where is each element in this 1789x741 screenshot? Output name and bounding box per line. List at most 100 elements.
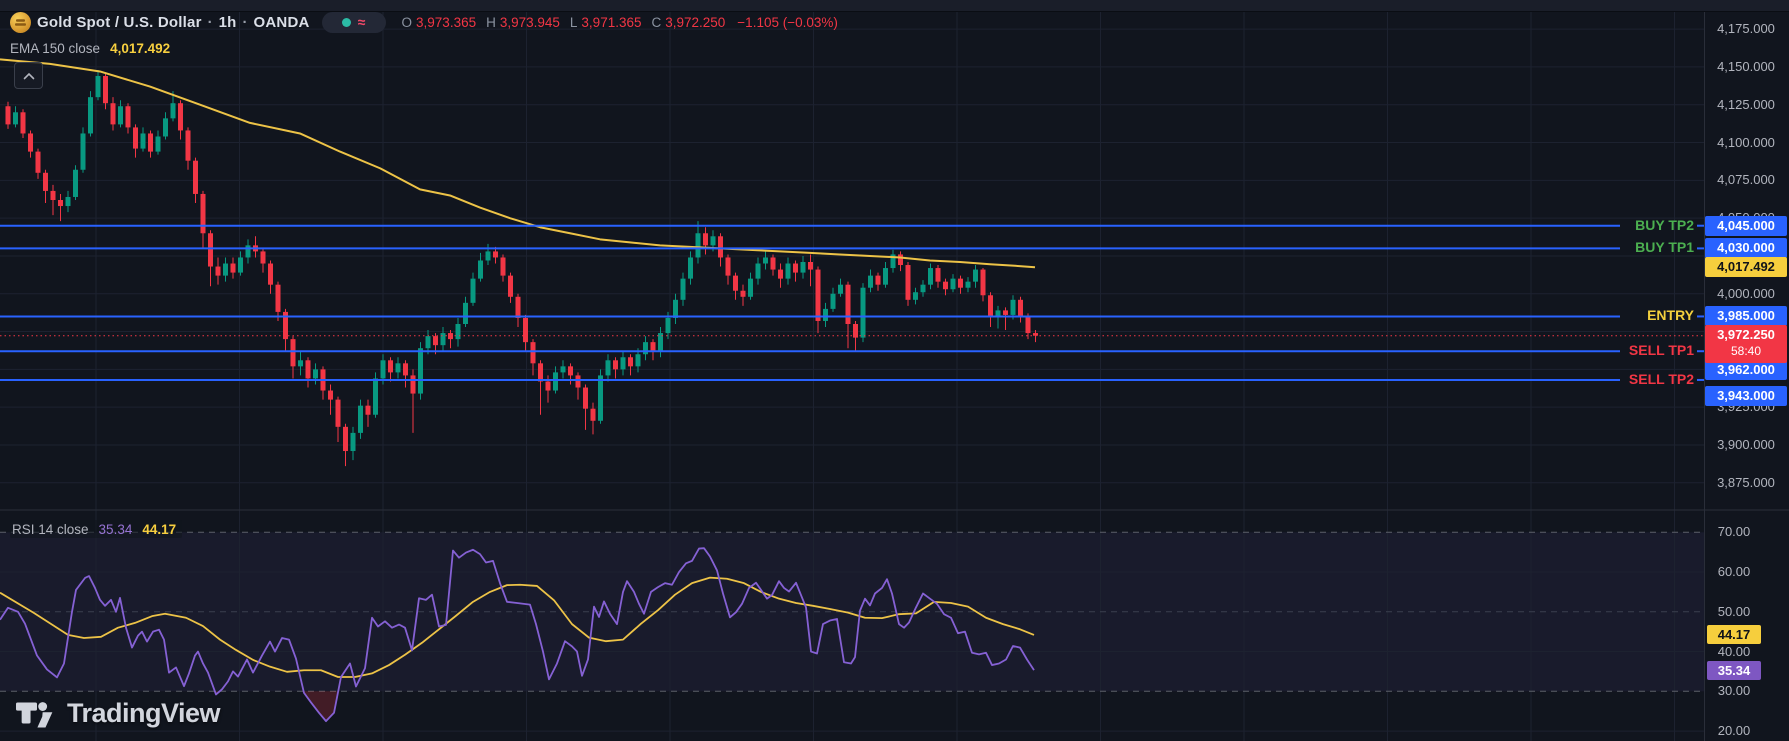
rsi-legend-title[interactable]: RSI 14 close	[12, 521, 89, 537]
candle-body	[988, 295, 993, 317]
tradingview-logo-icon	[16, 702, 53, 728]
candle-body	[455, 324, 461, 340]
ema-indicator-legend: EMA 150 close 4,017.492	[10, 39, 170, 57]
candle-body	[298, 360, 303, 367]
candle-body	[943, 281, 948, 290]
candle-body	[155, 136, 161, 152]
rsi-axis-tick: 60.00	[1717, 564, 1751, 580]
low-value: 3,971.365	[581, 14, 642, 30]
candle-body	[493, 251, 498, 258]
candle-body	[178, 103, 183, 131]
candle-body	[560, 366, 566, 373]
rsi-legend-value: 35.34	[98, 521, 133, 537]
candle-body	[328, 390, 333, 400]
candle-body	[710, 236, 716, 246]
candle-body	[763, 257, 768, 264]
candle-body	[965, 281, 971, 288]
level-price-label-buy-tp1[interactable]: 4,030.000	[1705, 238, 1787, 259]
candle-body	[860, 287, 866, 338]
rsi-line	[0, 547, 1035, 723]
tradingview-logo-text: TradingView	[67, 697, 221, 728]
rsi-ma-value-label[interactable]: 44.17	[1707, 625, 1761, 645]
candle-body	[125, 106, 131, 128]
open-value: 3,973.365	[416, 14, 477, 30]
candle-body	[613, 360, 618, 370]
candle-body	[245, 245, 251, 258]
candle-body	[500, 257, 506, 276]
level-price-label-sell-tp1[interactable]: 3,962.000	[1705, 360, 1787, 380]
level-price-label-buy-tp2[interactable]: 4,045.000	[1705, 215, 1787, 236]
candle-body	[1025, 316, 1031, 334]
candle-body	[395, 363, 401, 373]
candle-body	[485, 251, 491, 261]
tradingview-logo-link[interactable]: TradingView	[16, 697, 221, 729]
candle-body	[740, 290, 746, 297]
gold-symbol-icon	[10, 11, 31, 33]
candle-body	[928, 268, 933, 285]
rsi-value-label[interactable]: 35.34	[1707, 660, 1761, 680]
open-label: O	[401, 14, 413, 30]
rsi-axis-tick: 30.00	[1717, 683, 1751, 699]
symbol-title[interactable]: Gold Spot / U.S. Dollar	[37, 13, 202, 31]
candle-body	[958, 278, 963, 288]
candle-body	[208, 233, 213, 267]
candle-body	[725, 257, 731, 276]
level-name-sell-tp1[interactable]: SELL TP1	[1628, 342, 1694, 359]
candle-body	[815, 269, 821, 321]
candle-body	[800, 262, 806, 273]
level-name-sell-tp2[interactable]: SELL TP2	[1628, 370, 1694, 387]
ema-legend-value: 4,017.492	[110, 40, 171, 56]
level-price-label-entry[interactable]: 3,985.000	[1705, 306, 1787, 327]
candle-body	[193, 160, 198, 194]
level-name-entry[interactable]: ENTRY	[1647, 307, 1694, 324]
market-status-pill[interactable]: ≈	[321, 11, 386, 33]
level-price-label-sell-tp2[interactable]: 3,943.000	[1705, 386, 1787, 406]
candle-body	[635, 354, 641, 367]
candle-body	[883, 268, 888, 285]
collapse-pane-button[interactable]	[14, 62, 43, 89]
candle-body	[88, 97, 93, 134]
candle-body	[238, 257, 243, 273]
price-axis-tick: 4,000.000	[1717, 285, 1775, 301]
window-top-edge	[0, 0, 1789, 12]
level-name-buy-tp2[interactable]: BUY TP2	[1635, 216, 1694, 233]
candle-body	[275, 284, 281, 312]
candle-body	[163, 118, 168, 137]
price-axis-tick: 4,075.000	[1717, 172, 1775, 188]
candle-body	[808, 262, 813, 270]
candle-body	[718, 236, 723, 258]
price-axis-tick: 3,900.000	[1717, 436, 1775, 452]
level-name-buy-tp1[interactable]: BUY TP1	[1635, 239, 1694, 256]
candle-body	[590, 408, 596, 421]
candle-body	[778, 269, 783, 279]
candle-body	[695, 233, 701, 258]
high-value: 3,973.945	[499, 14, 560, 30]
candle-body	[620, 357, 626, 370]
candle-body	[463, 302, 468, 325]
candle-body	[785, 263, 791, 279]
candle-body	[875, 275, 881, 285]
candle-body	[110, 103, 116, 125]
current-price-label[interactable]: 3,972.250 58:40	[1705, 324, 1787, 363]
close-label: C	[651, 14, 662, 30]
candle-body	[673, 299, 678, 318]
price-axis-tick: 4,175.000	[1717, 21, 1775, 37]
candle-body	[58, 200, 63, 207]
exchange-label[interactable]: OANDA	[253, 13, 310, 31]
ema-price-label[interactable]: 4,017.492	[1705, 257, 1787, 278]
candle-body	[305, 360, 311, 379]
close-value: 3,972.250	[665, 14, 726, 30]
candle-body	[440, 333, 446, 346]
rsi-oversold-fill	[303, 691, 339, 722]
delayed-data-icon: ≈	[357, 14, 366, 30]
symbol-legend: Gold Spot / U.S. Dollar · 1h · OANDA ≈ O…	[10, 10, 838, 34]
ema-legend-title[interactable]: EMA 150 close	[10, 40, 101, 56]
rsi-axis-tick: 70.00	[1717, 524, 1751, 540]
candle-body	[103, 76, 108, 104]
candle-body	[845, 284, 851, 325]
candle-body	[598, 375, 603, 421]
candle-body	[913, 292, 918, 300]
interval-button[interactable]: 1h	[218, 13, 237, 31]
